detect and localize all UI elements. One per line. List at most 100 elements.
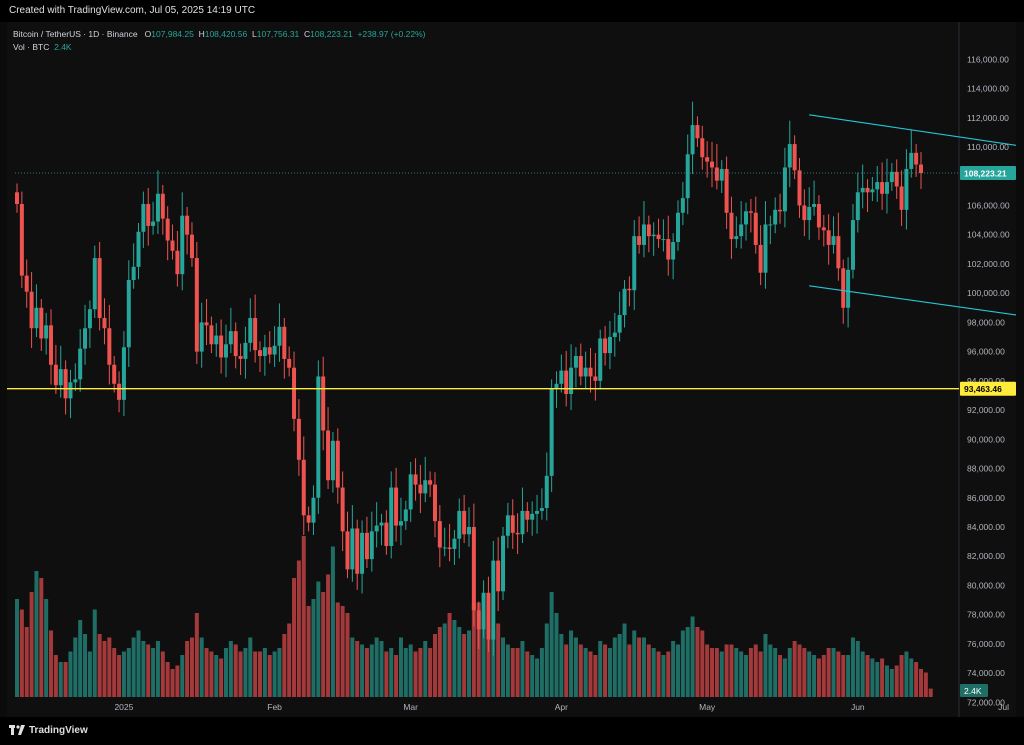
candle-body — [666, 239, 671, 260]
volume-label[interactable]: Vol · BTC — [13, 42, 50, 52]
volume-bar — [919, 669, 923, 697]
candle-body — [44, 325, 49, 339]
candle-body — [549, 388, 554, 476]
candle-body — [170, 240, 175, 251]
candle-body — [710, 161, 715, 168]
volume-bar — [481, 616, 486, 697]
candle-body — [58, 369, 63, 386]
volume-bar — [83, 634, 88, 697]
candle-body — [889, 171, 894, 183]
candle-body — [598, 338, 603, 381]
volume-bar — [389, 648, 394, 697]
candle-body — [904, 168, 909, 210]
candle-body — [714, 167, 719, 181]
candle-body — [778, 209, 783, 212]
volume-bar — [350, 637, 355, 697]
volume-bar — [797, 644, 802, 697]
volume-bar — [136, 630, 141, 697]
volume-bar — [340, 606, 345, 697]
chart-panel[interactable]: 116,000.00 114,000.00 112,000.00 110,000.00… — [7, 22, 1016, 717]
candle-body — [919, 164, 923, 173]
open-key: O — [144, 29, 152, 39]
volume-bar — [364, 648, 369, 697]
y-tick-label: 100,000.00 — [967, 288, 1010, 298]
candle-body — [49, 325, 54, 365]
y-tick-label: 106,000.00 — [967, 200, 1010, 210]
volume-bar — [671, 641, 676, 697]
candle-body — [238, 356, 243, 359]
candle-body — [175, 250, 180, 275]
volume-bar — [510, 648, 515, 697]
channel-lower-line — [809, 285, 1016, 316]
volume-bar — [151, 648, 156, 697]
candle-body — [860, 187, 865, 193]
volume-bar — [87, 651, 92, 697]
volume-bar — [680, 630, 685, 697]
bottom-bar — [0, 717, 1024, 745]
volume-bar — [850, 637, 855, 697]
volume-bar — [768, 644, 773, 697]
volume-bar — [155, 641, 160, 697]
candlestick-chart[interactable]: 116,000.00 114,000.00 112,000.00 110,000.00… — [7, 22, 1016, 717]
brand-footer[interactable]: TradingView — [9, 725, 88, 736]
candle-body — [29, 291, 34, 329]
candle-body — [588, 367, 593, 377]
symbol-label[interactable]: Bitcoin / TetherUS · 1D · Binance — [13, 29, 138, 39]
candle-body — [462, 510, 467, 535]
volume-bar — [855, 641, 860, 697]
current-price-label: 108,223.21 — [964, 168, 1007, 178]
volume-bar — [826, 648, 831, 697]
volume-bar — [19, 609, 24, 697]
volume-bar — [442, 623, 447, 697]
tradingview-logo-icon — [9, 725, 25, 736]
volume-bar — [423, 641, 428, 697]
candle-body — [870, 189, 875, 193]
candle-body — [846, 269, 851, 308]
y-tick-label: 76,000.00 — [967, 639, 1005, 649]
candle-body — [680, 198, 685, 213]
volume-bar — [880, 658, 885, 697]
candle-body — [223, 344, 228, 358]
candle-body — [909, 152, 914, 169]
candle-body — [501, 535, 506, 592]
candle-body — [321, 376, 326, 431]
candle-body — [68, 382, 73, 399]
volume-bar — [355, 641, 360, 697]
candle-body — [369, 531, 374, 560]
candle-body — [505, 515, 510, 536]
volume-bar — [899, 655, 904, 697]
candle-body — [340, 487, 345, 532]
y-tick-label: 84,000.00 — [967, 522, 1005, 532]
candle-body — [773, 209, 778, 225]
volume-bar — [773, 648, 778, 697]
candle-body — [379, 522, 384, 526]
candle-body — [248, 318, 253, 343]
volume-bar — [316, 581, 321, 697]
candle-body — [520, 510, 525, 535]
volume-bar — [432, 634, 437, 697]
candle-body — [646, 224, 651, 237]
volume-bar — [748, 648, 753, 697]
chart-legend: Bitcoin / TetherUS · 1D · Binance O107,9… — [13, 28, 426, 54]
volume-bar — [622, 623, 627, 697]
candle-body — [836, 236, 841, 269]
volume-bar — [394, 655, 399, 697]
volume-bar — [238, 651, 243, 697]
support-level-label: 93,463.46 — [964, 384, 1002, 394]
volume-bar — [841, 655, 846, 697]
candle-body — [535, 510, 540, 514]
volume-bar — [525, 651, 530, 697]
candle-body — [544, 475, 549, 508]
candle-body — [394, 487, 399, 526]
volume-axis-badge — [960, 684, 988, 697]
candle-body — [189, 234, 194, 259]
volume-bar — [641, 637, 646, 697]
volume-bar — [15, 599, 19, 697]
close-value: 108,223.21 — [310, 29, 353, 39]
ohlc-legend: Bitcoin / TetherUS · 1D · Binance O107,9… — [13, 28, 426, 41]
x-tick-label: Mar — [403, 702, 418, 712]
volume-bar — [194, 613, 199, 697]
volume-bar — [78, 620, 83, 697]
close-key: C — [304, 29, 311, 39]
volume-bar — [569, 630, 574, 697]
